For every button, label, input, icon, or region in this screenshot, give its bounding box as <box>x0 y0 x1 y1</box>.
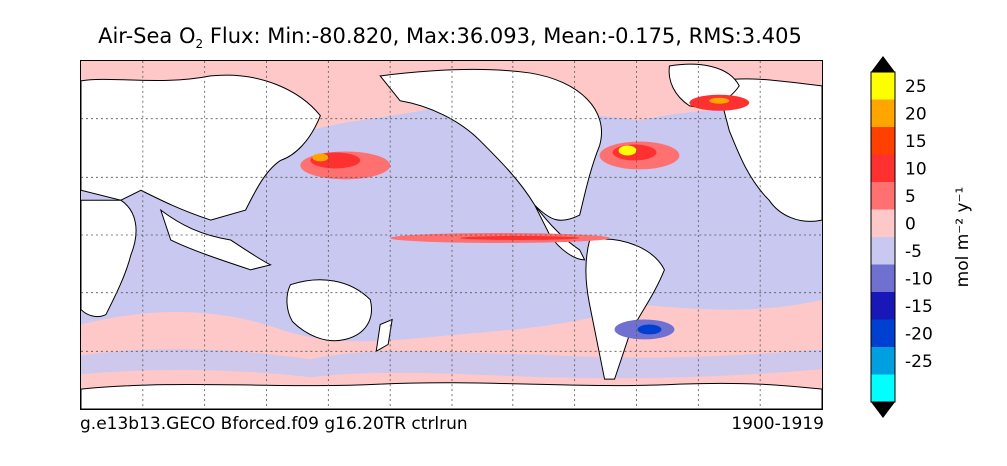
gulf-stream-hotspot-core <box>618 145 637 156</box>
argentine-basin-core <box>637 324 662 335</box>
colorbar-swatch <box>871 154 895 182</box>
colorbar-unit-label: mol m⁻² y⁻¹ <box>953 187 973 288</box>
colorbar-tick-label: -20 <box>905 324 933 344</box>
labrador-hotspot-core <box>709 97 730 104</box>
land-europe-east <box>718 78 822 222</box>
land-southeast-asia <box>159 208 272 271</box>
equatorial-pacific-core <box>459 235 580 240</box>
colorbar-tick-label: 25 <box>905 77 927 97</box>
land-africa <box>81 199 137 318</box>
colorbar-frame <box>870 71 896 403</box>
colorbar-tick-label: -15 <box>905 297 933 317</box>
colorbar-tick-label: -25 <box>905 352 933 372</box>
colorbar-swatches <box>870 56 896 418</box>
colorbar-swatch <box>871 319 895 347</box>
colorbar: 25 20 15 10 5 0 -5 -10 -15 -20 -25 mol m⁻² y⁻¹ <box>870 56 973 418</box>
colorbar-tick-labels: 25 20 15 10 5 0 -5 -10 -15 -20 -25 <box>905 77 933 372</box>
colorbar-swatch <box>871 292 895 320</box>
map-gridlines <box>81 61 822 409</box>
colorbar-tick-label: 5 <box>905 187 916 207</box>
flux-hotspots <box>300 94 750 340</box>
colorbar-swatch <box>871 347 895 375</box>
colorbar-swatch <box>871 182 895 210</box>
land-north-america <box>379 69 602 221</box>
colorbar-swatch <box>871 264 895 292</box>
colorbar-tick-label: -5 <box>905 242 922 262</box>
land-new-zealand <box>375 318 393 353</box>
colorbar-tick-label: -10 <box>905 269 933 289</box>
flux-map <box>81 61 822 409</box>
colorbar-tick-label: 0 <box>905 214 916 234</box>
colorbar-tick-label: 20 <box>905 104 927 124</box>
colorbar-swatch <box>871 72 895 100</box>
title-suffix: Flux: Min:-80.820, Max:36.093, Mean:-0.1… <box>203 24 802 48</box>
land-south-america <box>585 238 665 380</box>
colorbar-under-arrow <box>871 402 895 418</box>
colorbar-tick-label: 15 <box>905 132 927 152</box>
land-antarctica <box>81 382 822 409</box>
kuroshio-hotspot-core <box>312 153 329 162</box>
map-title: Air-Sea O2 Flux: Min:-80.820, Max:36.093… <box>0 24 900 51</box>
land-eurasia <box>81 74 321 221</box>
title-subscript: 2 <box>195 37 204 52</box>
colorbar-swatch <box>871 127 895 155</box>
colorbar-swatch <box>871 99 895 127</box>
run-caption: g.e13b13.GECO Bforced.f09 g16.20TR ctrlr… <box>80 414 468 434</box>
land-australia <box>286 279 372 342</box>
colorbar-over-arrow <box>871 56 895 72</box>
period-caption: 1900-1919 <box>731 414 824 434</box>
colorbar-tick-label: 10 <box>905 159 927 179</box>
title-prefix: Air-Sea O <box>98 24 196 48</box>
colorbar-swatch <box>871 209 895 237</box>
colorbar-swatch <box>871 237 895 265</box>
colorbar-swatch <box>871 374 895 402</box>
map-panel <box>80 60 823 410</box>
land-central-america <box>534 204 586 261</box>
